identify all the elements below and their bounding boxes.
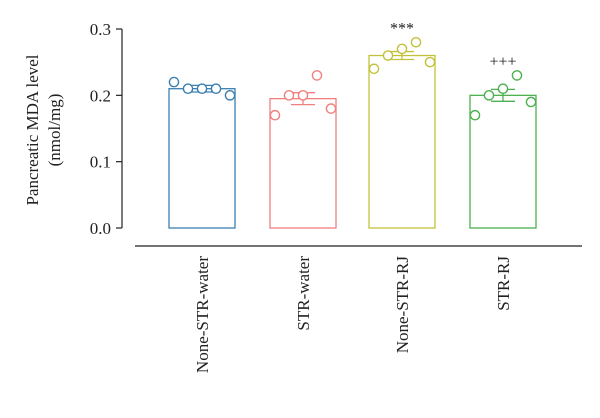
y-tick-label: 0.3 bbox=[90, 20, 111, 39]
data-point bbox=[182, 83, 194, 94]
data-point bbox=[196, 83, 208, 94]
data-point bbox=[168, 76, 180, 88]
category-label: None-STR-water bbox=[193, 256, 212, 373]
data-point bbox=[469, 109, 481, 121]
bar-group bbox=[269, 70, 337, 229]
data-point bbox=[210, 83, 222, 94]
data-point bbox=[311, 70, 323, 81]
y-tick-label: 0.1 bbox=[90, 153, 111, 172]
category-label: STR-RJ bbox=[494, 256, 513, 311]
y-axis-label-line1: Pancreatic MDA level bbox=[23, 54, 42, 205]
significance-marker: *** bbox=[390, 20, 414, 37]
y-tick-label: 0.2 bbox=[90, 86, 111, 105]
bar-group: *** bbox=[368, 20, 436, 229]
data-point bbox=[396, 43, 408, 55]
data-point bbox=[410, 36, 422, 48]
y-ticks: 0.0 0.1 0.2 0.3 bbox=[90, 20, 122, 238]
category-label: None-STR-RJ bbox=[393, 256, 412, 354]
data-point bbox=[483, 90, 495, 101]
category-labels: None-STR-water STR-water None-STR-RJ STR-RJ bbox=[193, 256, 513, 373]
bar bbox=[269, 98, 337, 229]
data-point bbox=[269, 109, 281, 121]
data-point bbox=[297, 90, 309, 101]
data-point bbox=[283, 90, 295, 101]
data-point bbox=[424, 56, 436, 68]
data-point bbox=[511, 70, 523, 81]
bar bbox=[168, 88, 236, 229]
bar-group bbox=[168, 76, 236, 229]
data-point bbox=[368, 63, 380, 75]
data-point bbox=[325, 103, 337, 114]
significance-marker: +++ bbox=[489, 53, 516, 70]
category-label: STR-water bbox=[294, 256, 313, 331]
data-point bbox=[382, 50, 394, 61]
data-point bbox=[224, 90, 236, 101]
bars: *** +++ bbox=[168, 20, 537, 229]
data-point bbox=[525, 96, 537, 108]
bar-group: +++ bbox=[469, 53, 537, 229]
y-tick-label: 0.0 bbox=[90, 219, 111, 238]
data-point bbox=[497, 83, 509, 94]
bar bbox=[368, 54, 436, 229]
y-axis-title: Pancreatic MDA level (nmol/mg) bbox=[23, 54, 64, 205]
y-axis-label-line2: (nmol/mg) bbox=[45, 94, 64, 167]
